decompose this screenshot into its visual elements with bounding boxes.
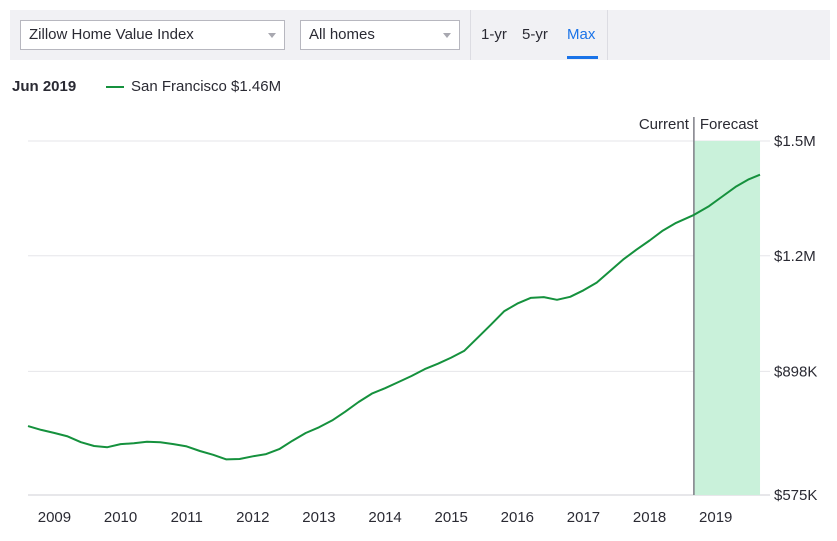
legend-swatch: [106, 86, 124, 88]
x-tick-label: 2018: [633, 509, 666, 526]
toolbar-divider: [607, 10, 608, 60]
range-button-5yr[interactable]: 5-yr: [522, 26, 548, 43]
chevron-down-icon: [268, 33, 276, 38]
forecast-band: [693, 141, 761, 495]
chart-toolbar: Zillow Home Value Index All homes 1-yr 5…: [10, 10, 830, 60]
chevron-down-icon: [443, 33, 451, 38]
current-label: Current: [639, 116, 690, 133]
range-button-max[interactable]: Max: [567, 26, 596, 43]
x-tick-label: 2012: [236, 509, 269, 526]
y-axis-ticks: $575K $898K $1.2M $1.5M: [774, 133, 817, 504]
y-tick-label: $575K: [774, 487, 817, 504]
y-tick-label: $1.5M: [774, 133, 816, 150]
legend-series-label: San Francisco $1.46M: [131, 78, 282, 95]
toolbar-divider: [470, 10, 471, 60]
x-axis-ticks: 2009 2010 2011 2012 2013 2014 2015 2016 2017 2018…: [38, 509, 733, 526]
active-range-underline: [567, 56, 598, 59]
x-tick-label: 2016: [501, 509, 534, 526]
grid-lines: [28, 140, 770, 496]
x-tick-label: 2011: [171, 509, 203, 526]
x-tick-label: 2014: [368, 509, 401, 526]
home-type-select[interactable]: All homes: [300, 20, 460, 50]
x-tick-label: 2017: [567, 509, 600, 526]
x-tick-label: 2019: [699, 509, 732, 526]
metric-select[interactable]: Zillow Home Value Index: [20, 20, 285, 50]
forecast-label: Forecast: [700, 116, 759, 133]
range-button-1yr[interactable]: 1-yr: [481, 26, 507, 43]
x-tick-label: 2013: [302, 509, 335, 526]
y-tick-label: $898K: [774, 363, 817, 380]
x-tick-label: 2015: [435, 509, 468, 526]
x-tick-label: 2009: [38, 509, 71, 526]
home-type-select-value: All homes: [309, 26, 375, 43]
metric-select-value: Zillow Home Value Index: [29, 26, 194, 43]
x-tick-label: 2010: [104, 509, 137, 526]
y-tick-label: $1.2M: [774, 248, 816, 265]
legend-date: Jun 2019: [12, 78, 77, 95]
series-line-san-francisco: [27, 173, 761, 461]
